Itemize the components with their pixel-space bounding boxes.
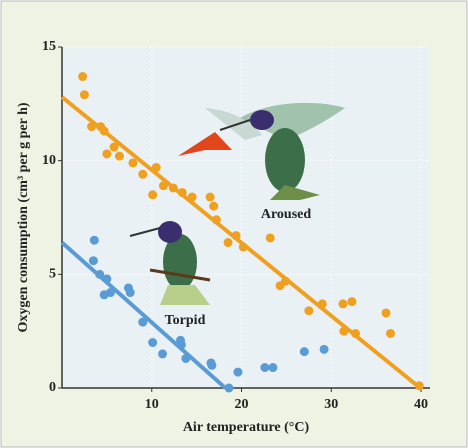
point <box>260 363 270 373</box>
point <box>265 233 275 243</box>
point <box>177 187 187 197</box>
point <box>102 274 112 284</box>
point <box>176 340 186 350</box>
trend-line <box>60 95 422 390</box>
trend-line <box>60 241 227 390</box>
point <box>224 383 234 393</box>
point <box>317 299 327 309</box>
point <box>125 288 135 298</box>
point <box>114 151 124 161</box>
point <box>79 90 89 100</box>
point <box>181 353 191 363</box>
point <box>158 349 168 359</box>
y-tick-label: 15 <box>42 39 56 54</box>
series-label: Aroused <box>261 207 312 222</box>
point <box>209 201 219 211</box>
y-tick-label: 5 <box>49 267 56 282</box>
point <box>138 169 148 179</box>
point <box>351 328 361 338</box>
point <box>339 326 349 336</box>
point <box>207 360 217 370</box>
series-label: Torpid <box>165 313 206 328</box>
point <box>233 367 243 377</box>
point <box>128 158 138 168</box>
point <box>88 256 98 266</box>
x-tick-label: 20 <box>235 397 249 412</box>
point <box>78 72 88 82</box>
point <box>95 269 105 279</box>
point <box>304 306 314 316</box>
point <box>158 181 168 191</box>
point <box>89 235 99 245</box>
point <box>381 308 391 318</box>
illustrations <box>129 102 345 305</box>
point <box>223 238 233 248</box>
plot-area <box>62 47 430 388</box>
y-tick-label: 0 <box>49 380 56 395</box>
point <box>99 126 109 136</box>
point <box>238 242 248 252</box>
y-axis-label: Oxygen consumption (cm³ per g per h) <box>16 102 31 332</box>
point <box>268 363 278 373</box>
point <box>168 183 178 193</box>
point <box>138 317 148 327</box>
point <box>319 344 329 354</box>
point <box>211 215 221 225</box>
point <box>87 122 97 132</box>
x-axis-label: Air temperature (°C) <box>183 420 310 435</box>
point <box>102 149 112 159</box>
x-tick-label: 10 <box>145 397 159 412</box>
y-tick-label: 10 <box>42 153 56 168</box>
point <box>148 338 158 348</box>
point <box>105 288 115 298</box>
point <box>414 381 424 391</box>
point <box>109 142 119 152</box>
point <box>205 192 215 202</box>
point <box>148 190 158 200</box>
point <box>280 276 290 286</box>
x-tick-label: 40 <box>414 397 428 412</box>
point <box>299 347 309 357</box>
point <box>347 297 357 307</box>
point <box>151 162 161 172</box>
x-tick-label: 30 <box>324 397 338 412</box>
point <box>231 231 241 241</box>
point <box>187 192 197 202</box>
point <box>386 328 396 338</box>
point <box>338 299 348 309</box>
